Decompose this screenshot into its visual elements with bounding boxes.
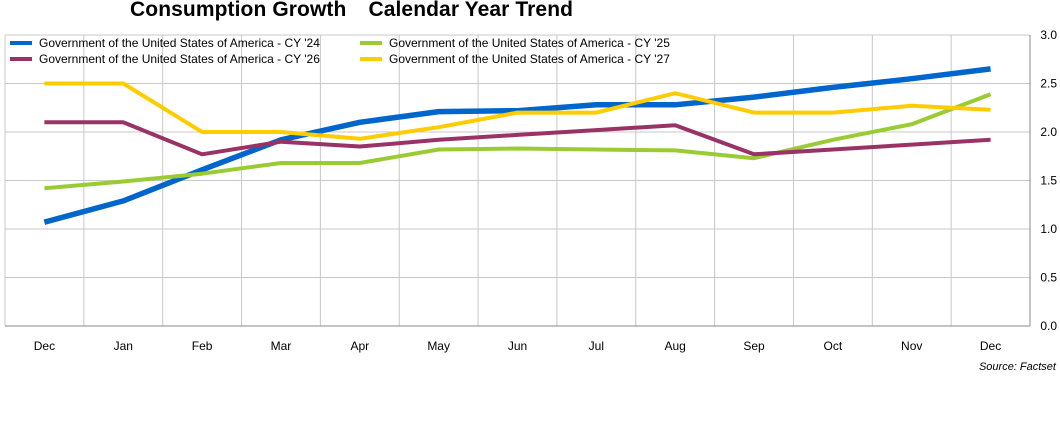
x-tick-label: Dec bbox=[980, 339, 1001, 353]
x-tick-label: Jul bbox=[589, 339, 604, 353]
y-tick-label: 2.0 bbox=[1040, 125, 1057, 139]
x-tick-label: Sep bbox=[743, 339, 765, 353]
x-tick-label: Aug bbox=[665, 339, 686, 353]
y-tick-label: 2.5 bbox=[1040, 77, 1057, 91]
legend-label: Government of the United States of Ameri… bbox=[389, 52, 670, 66]
legend-label: Government of the United States of Ameri… bbox=[389, 36, 670, 50]
x-tick-label: Oct bbox=[824, 339, 843, 353]
chart-title: Consumption Growth Calendar Year Trend bbox=[130, 0, 573, 22]
chart-title-main: Consumption Growth bbox=[130, 0, 347, 21]
y-axis-labels: 0.0 0.5 1.0 1.5 2.0 2.5 3.0 bbox=[1040, 28, 1057, 333]
x-tick-label: Jan bbox=[114, 339, 133, 353]
y-tick-label: 0.5 bbox=[1040, 271, 1057, 285]
series-line-2 bbox=[44, 92, 992, 191]
y-tick-label: 3.0 bbox=[1040, 28, 1057, 42]
y-tick-label: 1.5 bbox=[1040, 174, 1057, 188]
x-tick-label: Apr bbox=[350, 339, 369, 353]
x-tick-label: Jun bbox=[508, 339, 527, 353]
series-line-4 bbox=[44, 81, 991, 141]
x-tick-label: Feb bbox=[192, 339, 213, 353]
x-tick-label: May bbox=[427, 339, 450, 353]
grid-lines bbox=[4, 34, 1031, 327]
series-line-3 bbox=[44, 120, 991, 157]
chart-subtitle: Calendar Year Trend bbox=[368, 0, 574, 21]
series-line-1 bbox=[43, 66, 991, 225]
x-tick-label: Dec bbox=[34, 339, 55, 353]
line-chart: Dec Jan Feb Mar Apr May Jun Jul Aug Sep Oct Nov Dec … bbox=[4, 28, 1057, 353]
x-tick-label: Mar bbox=[271, 339, 292, 353]
legend: Government of the United States of Ameri… bbox=[10, 36, 670, 66]
y-tick-label: 1.0 bbox=[1040, 222, 1057, 236]
y-tick-label: 0.0 bbox=[1040, 319, 1057, 333]
series-lines bbox=[43, 66, 992, 225]
legend-label: Government of the United States of Ameri… bbox=[39, 36, 320, 50]
source-note: Source: Factset bbox=[978, 361, 1056, 373]
x-axis-labels: Dec Jan Feb Mar Apr May Jun Jul Aug Sep Oct Nov Dec bbox=[34, 339, 1001, 353]
legend-label: Government of the United States of Ameri… bbox=[39, 52, 320, 66]
x-tick-label: Nov bbox=[901, 339, 922, 353]
